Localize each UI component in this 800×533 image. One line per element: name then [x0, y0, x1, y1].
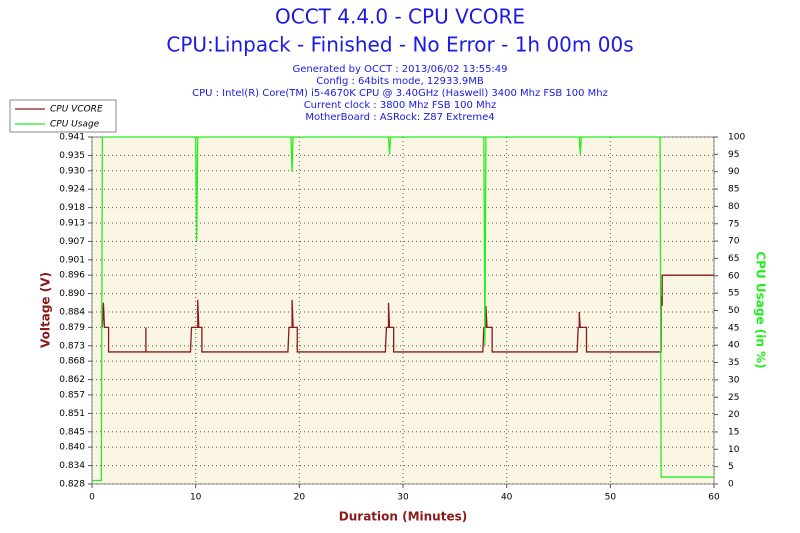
y2-tick-label: 100: [728, 133, 745, 143]
y2-tick-label: 0: [728, 480, 734, 490]
y2-tick-label: 75: [728, 219, 739, 229]
y2-tick-label: 65: [728, 254, 739, 264]
x-tick-label: 50: [605, 493, 617, 503]
x-tick-label: 60: [708, 493, 720, 503]
y2-tick-label: 60: [728, 271, 740, 281]
chart-subtitle: CPU:Linpack - Finished - No Error - 1h 0…: [166, 33, 633, 57]
y-tick-label: 0.941: [59, 133, 85, 143]
y-axis-label: Voltage (V): [39, 272, 53, 348]
x-tick-label: 40: [501, 493, 513, 503]
info-line: Config : 64bits mode, 12933.9MB: [316, 76, 484, 87]
y-tick-label: 0.868: [59, 357, 85, 367]
y2-tick-label: 45: [728, 323, 739, 333]
y2-tick-label: 20: [728, 410, 740, 420]
y2-tick-label: 10: [728, 445, 740, 455]
y-tick-label: 0.840: [59, 443, 85, 453]
y-tick-label: 0.935: [59, 151, 85, 161]
y-tick-label: 0.873: [59, 341, 85, 351]
y2-tick-label: 25: [728, 393, 739, 403]
legend-label: CPU Usage: [50, 120, 100, 130]
y2-tick-label: 40: [728, 341, 740, 351]
y2-tick-label: 70: [728, 237, 740, 247]
info-line: CPU : Intel(R) Core(TM) i5-4670K CPU @ 3…: [192, 88, 608, 99]
y-tick-label: 0.845: [59, 427, 85, 437]
y2-tick-label: 5: [728, 462, 734, 472]
y-tick-label: 0.879: [59, 323, 85, 333]
y2-axis-label: CPU Usage (in %): [754, 251, 768, 368]
info-line: Generated by OCCT : 2013/06/02 13:55:49: [292, 64, 507, 75]
y2-tick-label: 50: [728, 306, 740, 316]
info-line: MotherBoard : ASRock: Z87 Extreme4: [305, 112, 494, 123]
y-tick-label: 0.918: [59, 203, 85, 213]
legend-box: [9, 99, 117, 133]
y-tick-label: 0.896: [59, 271, 85, 281]
y-tick-label: 0.930: [59, 166, 85, 176]
x-tick-label: 30: [397, 493, 409, 503]
x-axis-label: Duration (Minutes): [339, 510, 467, 524]
series-line: [101, 274, 714, 353]
y-tick-label: 0.857: [59, 390, 85, 400]
y-tick-label: 0.851: [59, 409, 85, 419]
y2-tick-label: 90: [728, 167, 740, 177]
x-tick-label: 10: [190, 493, 202, 503]
y-tick-label: 0.884: [59, 308, 85, 318]
y2-tick-label: 15: [728, 427, 739, 437]
y2-tick-label: 55: [728, 289, 739, 299]
y2-tick-label: 95: [728, 150, 739, 160]
info-line: Current clock : 3800 Mhz FSB 100 Mhz: [304, 100, 497, 111]
y-tick-label: 0.834: [59, 461, 85, 471]
y2-tick-label: 85: [728, 185, 739, 195]
x-tick-label: 0: [89, 493, 95, 503]
y-tick-label: 0.890: [59, 289, 85, 299]
legend-label: CPU VCORE: [50, 105, 103, 115]
series-line: [92, 136, 714, 482]
chart-title: OCCT 4.4.0 - CPU VCORE: [275, 5, 525, 29]
y2-tick-label: 35: [728, 358, 739, 368]
y-tick-label: 0.901: [59, 255, 85, 265]
y-tick-label: 0.862: [59, 375, 85, 385]
y2-tick-label: 80: [728, 202, 740, 212]
y-tick-label: 0.913: [59, 218, 85, 228]
x-tick-label: 20: [294, 493, 306, 503]
y-tick-label: 0.924: [59, 185, 85, 195]
y-tick-label: 0.828: [59, 480, 85, 490]
y-tick-label: 0.907: [59, 237, 85, 247]
y2-tick-label: 30: [728, 375, 740, 385]
